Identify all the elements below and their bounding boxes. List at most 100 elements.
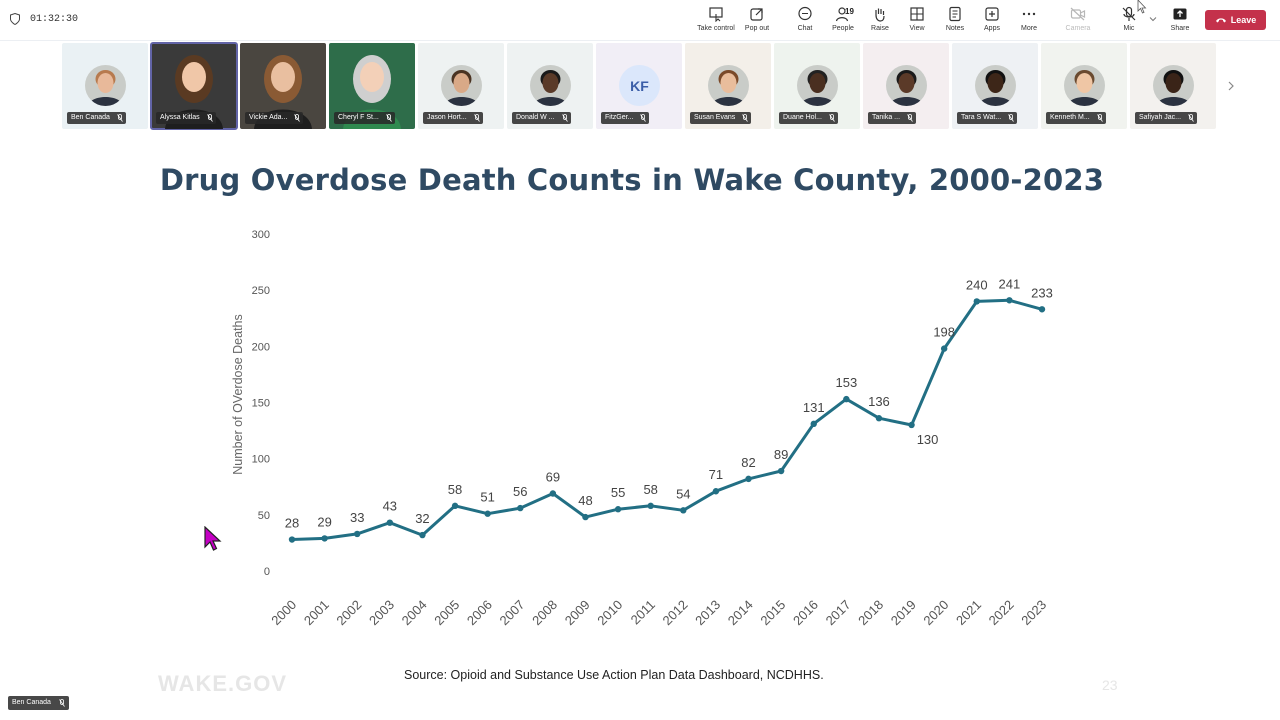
y-tick-label: 250: [252, 285, 270, 297]
x-tick-label: 2004: [399, 597, 430, 628]
data-point: [1038, 306, 1046, 313]
participant-tile[interactable]: Tanika ...: [863, 43, 949, 129]
x-tick-label: 2001: [301, 597, 332, 628]
data-label: 240: [966, 277, 988, 292]
y-tick-label: 0: [264, 566, 270, 578]
series-line: [291, 298, 1043, 541]
mic-button[interactable]: Mic: [1106, 6, 1152, 32]
participant-tile[interactable]: Ben Canada: [62, 43, 148, 129]
participant-tile[interactable]: Susan Evans: [685, 43, 771, 129]
mic-off-icon: [1122, 6, 1136, 21]
participant-tile[interactable]: Duane Hol...: [774, 43, 860, 129]
data-point: [354, 530, 361, 538]
data-point: [582, 513, 589, 521]
apps-label: Apps: [984, 25, 1000, 32]
x-tick-label: 2023: [1018, 597, 1049, 628]
y-tick-label: 100: [252, 454, 270, 466]
participant-avatar: [530, 65, 571, 106]
data-label: 29: [317, 514, 331, 529]
x-tick-label: 2017: [823, 597, 854, 628]
mic-muted-icon: [1008, 114, 1015, 122]
chat-button[interactable]: Chat: [782, 6, 828, 32]
participant-name: Vickie Ada...: [249, 114, 288, 121]
participant-nametag: FitzGer...: [601, 112, 650, 124]
slide-number: 23: [1102, 677, 1118, 693]
mic-muted-icon: [206, 114, 213, 122]
participant-nametag: Jason Hort...: [423, 112, 483, 124]
phone-hangup-icon: [1215, 18, 1226, 23]
data-label: 51: [480, 490, 494, 505]
participant-tile[interactable]: Vickie Ada...: [240, 43, 326, 129]
participant-tile[interactable]: Kenneth M...: [1041, 43, 1127, 129]
people-count: 19: [845, 7, 854, 16]
participant-nametag: Tanika ...: [868, 112, 917, 124]
participant-name: Jason Hort...: [427, 114, 467, 121]
view-button[interactable]: View: [894, 6, 940, 32]
mic-muted-icon: [117, 114, 123, 122]
camera-button[interactable]: Camera: [1055, 6, 1101, 32]
x-tick-label: 2011: [628, 597, 658, 627]
leave-label: Leave: [1230, 15, 1257, 25]
pop-out-label: Pop out: [744, 25, 770, 32]
mic-muted-icon: [1188, 114, 1194, 122]
mic-muted-icon: [294, 114, 301, 122]
mic-muted-icon: [59, 699, 65, 707]
x-tick-label: 2003: [366, 597, 397, 628]
data-label: 71: [709, 467, 723, 482]
gallery-next-chevron-icon[interactable]: [1226, 80, 1236, 92]
x-tick-label: 2014: [725, 597, 756, 628]
participant-avatar: [975, 65, 1016, 106]
notes-icon: [949, 6, 961, 22]
y-tick-label: 150: [252, 398, 270, 410]
x-tick-label: 2009: [562, 597, 593, 628]
take-control-button[interactable]: Take control: [693, 6, 739, 32]
data-point: [386, 519, 394, 526]
leave-button[interactable]: Leave: [1205, 10, 1266, 30]
data-point: [419, 531, 426, 539]
x-tick-label: 2020: [920, 597, 951, 628]
x-tick-label: 2016: [790, 597, 821, 628]
participant-tile[interactable]: Cheryl F St...: [329, 43, 415, 129]
participant-name: Duane Hol...: [783, 114, 822, 121]
mic-muted-icon: [386, 114, 392, 122]
more-button[interactable]: More: [1006, 6, 1052, 32]
overdose-line-chart: 0 50 100 150 200 250 300 Number of OVerdose Dea…: [231, 229, 1053, 628]
mic-label: Mic: [1123, 25, 1135, 32]
participant-tile[interactable]: Tara S Wat...: [952, 43, 1038, 129]
participant-tile[interactable]: Jason Hort...: [418, 43, 504, 129]
data-point: [973, 298, 980, 305]
x-tick-label: 2000: [268, 597, 299, 628]
meeting-toolbar: 01:32:30 Take control Pop out Chat 19 Pe…: [0, 0, 1280, 41]
mic-options-chevron-icon[interactable]: [1149, 16, 1157, 22]
mic-muted-icon: [742, 114, 749, 122]
participant-tile[interactable]: KF FitzGer...: [596, 43, 682, 129]
apps-button[interactable]: Apps: [969, 6, 1015, 32]
pop-out-button[interactable]: Pop out: [734, 6, 780, 32]
x-tick-label: 2010: [594, 597, 625, 628]
mic-muted-icon: [829, 114, 835, 122]
data-point: [549, 490, 557, 497]
x-tick-label: 2018: [855, 597, 886, 628]
participant-tile[interactable]: Alyssa Kitlas: [150, 42, 238, 130]
x-tick-label: 2002: [333, 597, 364, 628]
raise-label: Raise: [871, 25, 889, 32]
participant-tile[interactable]: Donald W ...: [507, 43, 593, 129]
data-label: 32: [415, 511, 429, 526]
participant-avatar: [886, 65, 927, 106]
x-tick-label: 2007: [496, 597, 527, 628]
people-button[interactable]: 19 People: [820, 6, 866, 32]
share-button[interactable]: Share: [1157, 6, 1203, 32]
raise-hand-button[interactable]: Raise: [857, 6, 903, 32]
x-tick-label: 2008: [529, 597, 560, 628]
data-label: 56: [513, 484, 527, 499]
mic-muted-icon: [907, 114, 913, 122]
meeting-timer: 01:32:30: [30, 14, 79, 25]
notes-button[interactable]: Notes: [932, 6, 978, 32]
participant-tile[interactable]: Safiyah Jac...: [1130, 43, 1216, 129]
data-label: 33: [350, 510, 364, 525]
data-label: 136: [868, 394, 890, 409]
participant-name: Tanika ...: [872, 114, 901, 121]
chat-label: Chat: [797, 25, 813, 32]
mic-muted-icon: [640, 114, 647, 122]
raise-hand-icon: [875, 8, 885, 22]
